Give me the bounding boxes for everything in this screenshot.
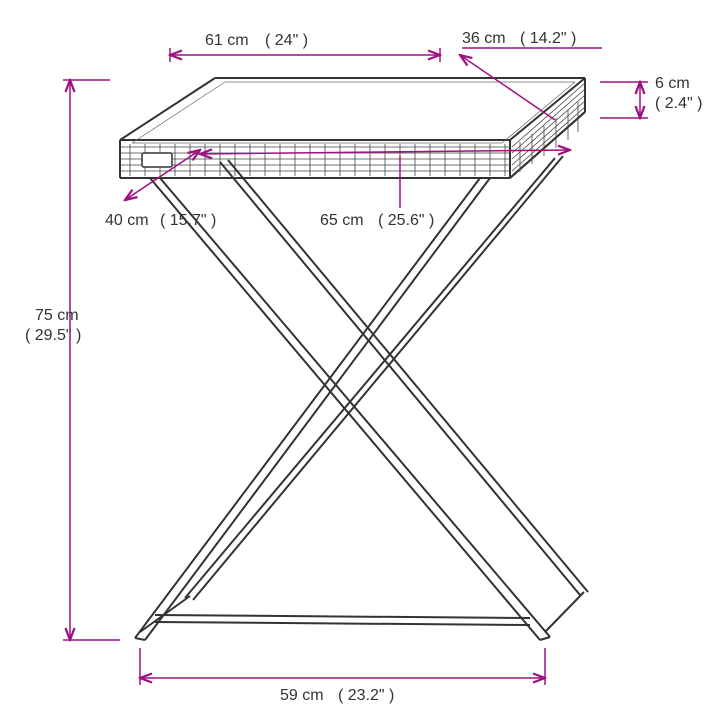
dim-total-height-in: ( 29.5" ) <box>25 327 81 344</box>
dim-base-width-in: ( 23.2" ) <box>338 687 394 704</box>
dim-top-width: 61 cm <box>205 32 249 49</box>
dim-top-depth: 36 cm <box>462 30 506 47</box>
dim-tray-height: 6 cm <box>655 75 690 92</box>
dim-base-width: 59 cm <box>280 687 324 704</box>
dim-inner-depth: 40 cm <box>105 212 149 229</box>
dimension-lines: 61 cm ( 24" ) 36 cm ( 14.2" ) 6 cm ( 2.4… <box>25 30 702 704</box>
product-drawing <box>120 78 588 640</box>
dim-inner-depth-in: ( 15.7" ) <box>160 212 216 229</box>
dimension-diagram: 61 cm ( 24" ) 36 cm ( 14.2" ) 6 cm ( 2.4… <box>0 0 724 724</box>
dim-inner-width: 65 cm <box>320 212 364 229</box>
tray-weave-front <box>120 144 510 176</box>
dim-total-height: 75 cm <box>35 307 79 324</box>
dim-tray-height-in: ( 2.4" ) <box>655 95 702 112</box>
dim-inner-width-in: ( 25.6" ) <box>378 212 434 229</box>
dim-top-depth-in: ( 14.2" ) <box>520 30 576 47</box>
dim-top-width-in: ( 24" ) <box>265 32 308 49</box>
tray-weave-side <box>512 83 585 172</box>
